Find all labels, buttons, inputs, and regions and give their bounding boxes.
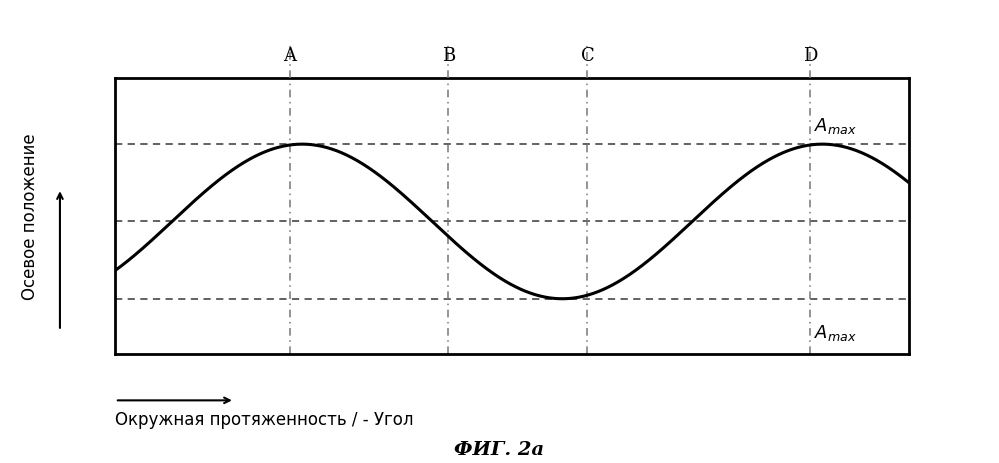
- Text: $A_{max}$: $A_{max}$: [814, 322, 856, 342]
- Text: A: A: [283, 47, 296, 65]
- Text: ФИГ. 2а: ФИГ. 2а: [455, 440, 544, 458]
- Text: B: B: [442, 47, 456, 65]
- Text: $A_{max}$: $A_{max}$: [814, 116, 856, 136]
- Text: Осевое положение: Осевое положение: [21, 133, 39, 300]
- Text: C: C: [580, 47, 594, 65]
- Text: Окружная протяженность / - Угол: Окружная протяженность / - Угол: [115, 410, 414, 428]
- Text: D: D: [802, 47, 817, 65]
